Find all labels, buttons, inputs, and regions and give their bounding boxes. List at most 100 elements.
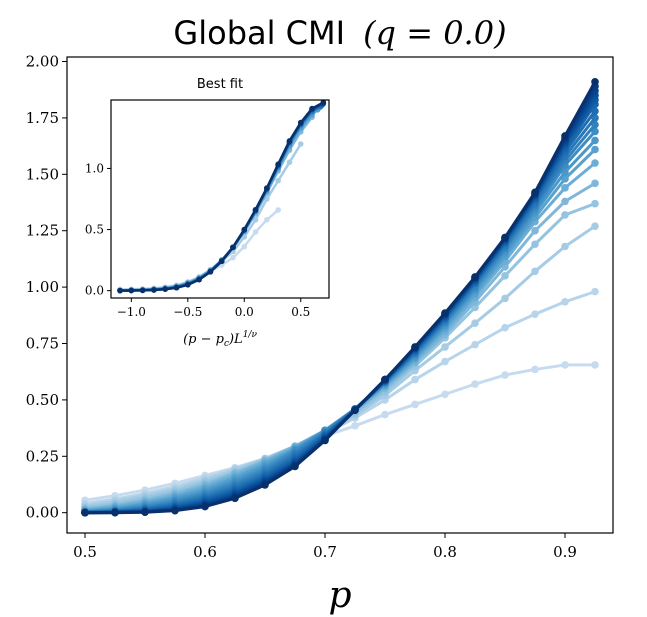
main-data-point xyxy=(81,508,89,517)
main-data-point xyxy=(591,127,599,136)
main-data-point xyxy=(231,494,239,503)
main-xtick-label: 0.7 xyxy=(313,543,337,561)
main-data-point xyxy=(501,294,509,303)
inset-chart: Best fit −1.0 −0.5 0.0 0.5 0.0 0.5 1.0 (p − pc… xyxy=(85,77,330,349)
inset-data-point xyxy=(185,282,191,288)
main-series-L2 xyxy=(81,287,599,508)
inset-data-point xyxy=(241,243,248,250)
main-axes-frame xyxy=(66,56,614,534)
inset-axis-ticks: −1.0 −0.5 0.0 0.5 0.0 0.5 1.0 xyxy=(85,161,310,319)
main-data-point xyxy=(351,422,359,430)
inset-ytick-label: 0.5 xyxy=(85,223,104,237)
main-axis-ticks: 0.5 0.6 0.7 0.8 0.9 0.00 0.25 0.50 0.75 1.00 1.25 1… xyxy=(26,53,577,561)
main-ytick-label: 0.25 xyxy=(26,447,59,465)
main-data-point xyxy=(351,406,359,414)
main-ytick-label: 0.00 xyxy=(26,504,59,522)
main-ytick-label: 0.75 xyxy=(26,335,59,353)
main-data-point xyxy=(291,462,299,471)
main-data-point xyxy=(591,287,599,296)
inset-xtick-label: 0.0 xyxy=(235,305,254,319)
main-data-point xyxy=(591,78,599,86)
main-data-point xyxy=(591,159,599,167)
main-data-point xyxy=(201,502,209,511)
inset-xtick-label: −1.0 xyxy=(117,305,146,319)
main-data-point xyxy=(531,365,539,374)
inset-data-point xyxy=(286,138,293,144)
main-ytick-label: 1.75 xyxy=(26,109,59,127)
main-data-point xyxy=(561,242,569,251)
main-data-point xyxy=(561,361,569,369)
main-data-point xyxy=(111,508,119,517)
main-data-point xyxy=(381,375,389,384)
inset-data-point xyxy=(162,286,169,293)
inset-data-point xyxy=(264,185,270,191)
inset-data-point xyxy=(297,141,304,147)
main-plot-area xyxy=(81,78,599,517)
main-xtick-label: 0.6 xyxy=(193,543,217,561)
main-data-point xyxy=(381,410,389,419)
main-xtick-label: 0.9 xyxy=(553,543,577,561)
chart-title: Global CMI (q = 0.0) xyxy=(173,14,506,52)
main-data-point xyxy=(501,233,509,242)
inset-data-point xyxy=(241,226,248,233)
main-data-point xyxy=(501,272,509,280)
inset-data-point xyxy=(275,207,281,213)
inset-data-point xyxy=(207,269,214,275)
main-data-point xyxy=(561,197,569,206)
main-data-point xyxy=(531,310,539,318)
inset-axes-frame xyxy=(110,99,330,299)
main-data-point xyxy=(591,179,599,188)
inset-data-point xyxy=(309,105,315,112)
main-data-point xyxy=(171,506,179,515)
inset-xtick-label: 0.5 xyxy=(291,305,310,319)
inset-data-point xyxy=(128,287,135,294)
main-data-point xyxy=(441,309,449,317)
main-data-point xyxy=(561,184,569,192)
main-data-point xyxy=(411,400,419,409)
main-data-point xyxy=(591,136,599,145)
inset-data-point xyxy=(139,287,146,294)
main-data-point xyxy=(501,371,509,379)
main-data-point xyxy=(471,273,479,281)
inset-xtick-label: −0.5 xyxy=(173,305,202,319)
main-series-line xyxy=(84,363,595,502)
main-series-line xyxy=(85,81,597,515)
main-series-L1 xyxy=(81,361,599,505)
main-data-point xyxy=(531,267,539,276)
main-ytick-label: 0.50 xyxy=(26,391,59,409)
inset-xlabel-main: (p − p xyxy=(183,332,225,347)
inset-data-point xyxy=(230,254,236,261)
main-data-point xyxy=(321,436,329,445)
main-data-point xyxy=(591,145,599,154)
inset-data-point xyxy=(252,216,259,223)
main-ytick-label: 1.25 xyxy=(26,222,59,240)
main-data-point xyxy=(441,390,449,399)
main-data-point xyxy=(591,222,599,230)
main-data-point xyxy=(531,226,539,235)
main-data-point xyxy=(471,340,479,349)
inset-ytick-label: 0.0 xyxy=(85,284,104,298)
main-data-point xyxy=(591,120,599,129)
inset-plot-area xyxy=(117,99,327,294)
inset-data-point xyxy=(218,258,225,265)
inset-data-point xyxy=(230,244,236,251)
inset-xlabel-mid: )L xyxy=(228,332,243,347)
main-data-point xyxy=(471,380,479,388)
inset-data-point xyxy=(264,216,270,223)
inset-data-point xyxy=(196,276,202,283)
main-ytick-label: 1.50 xyxy=(26,165,59,183)
main-data-point xyxy=(411,375,419,384)
main-data-point xyxy=(591,361,599,369)
inset-data-point xyxy=(151,287,157,293)
inset-data-point xyxy=(286,159,293,166)
main-xtick-label: 0.8 xyxy=(433,543,457,561)
inset-data-point xyxy=(275,161,281,167)
main-data-point xyxy=(531,240,539,249)
x-axis-label: p xyxy=(328,575,351,616)
inset-data-point xyxy=(275,177,281,184)
inset-ytick-label: 1.0 xyxy=(85,161,104,175)
chart-title-text: Global CMI xyxy=(173,14,345,52)
inset-series-collapse-9 xyxy=(117,99,327,294)
main-data-point xyxy=(441,343,449,351)
